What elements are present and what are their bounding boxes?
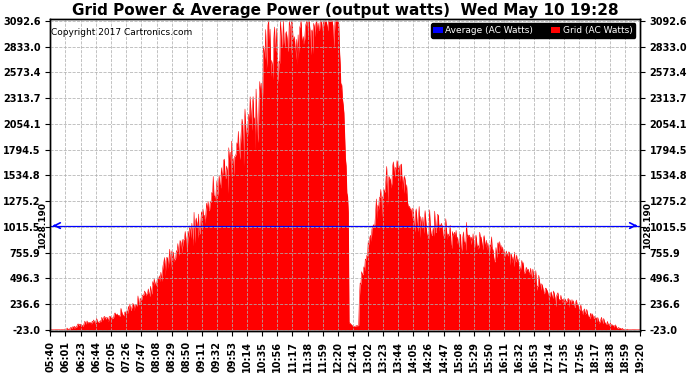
Text: 1028.190: 1028.190 [643,202,652,249]
Title: Grid Power & Average Power (output watts)  Wed May 10 19:28: Grid Power & Average Power (output watts… [72,3,618,18]
Text: Copyright 2017 Cartronics.com: Copyright 2017 Cartronics.com [51,28,193,38]
Legend: Average (AC Watts), Grid (AC Watts): Average (AC Watts), Grid (AC Watts) [431,24,635,38]
Text: 1028.190: 1028.190 [38,202,47,249]
